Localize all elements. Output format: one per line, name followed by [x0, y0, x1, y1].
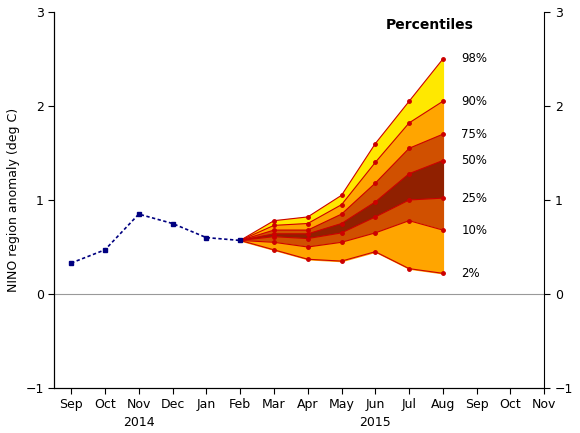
Text: 98%: 98% — [462, 52, 487, 65]
Text: 25%: 25% — [462, 192, 487, 205]
Text: 10%: 10% — [462, 223, 487, 236]
Text: 2%: 2% — [462, 267, 480, 280]
Text: 50%: 50% — [462, 154, 487, 167]
Text: 75%: 75% — [462, 128, 487, 141]
Text: Percentiles: Percentiles — [386, 18, 473, 32]
Text: 90%: 90% — [462, 95, 487, 108]
Text: 2015: 2015 — [360, 416, 391, 429]
Y-axis label: NINO region anomaly (deg C): NINO region anomaly (deg C) — [7, 108, 20, 292]
Text: 2014: 2014 — [123, 416, 155, 429]
